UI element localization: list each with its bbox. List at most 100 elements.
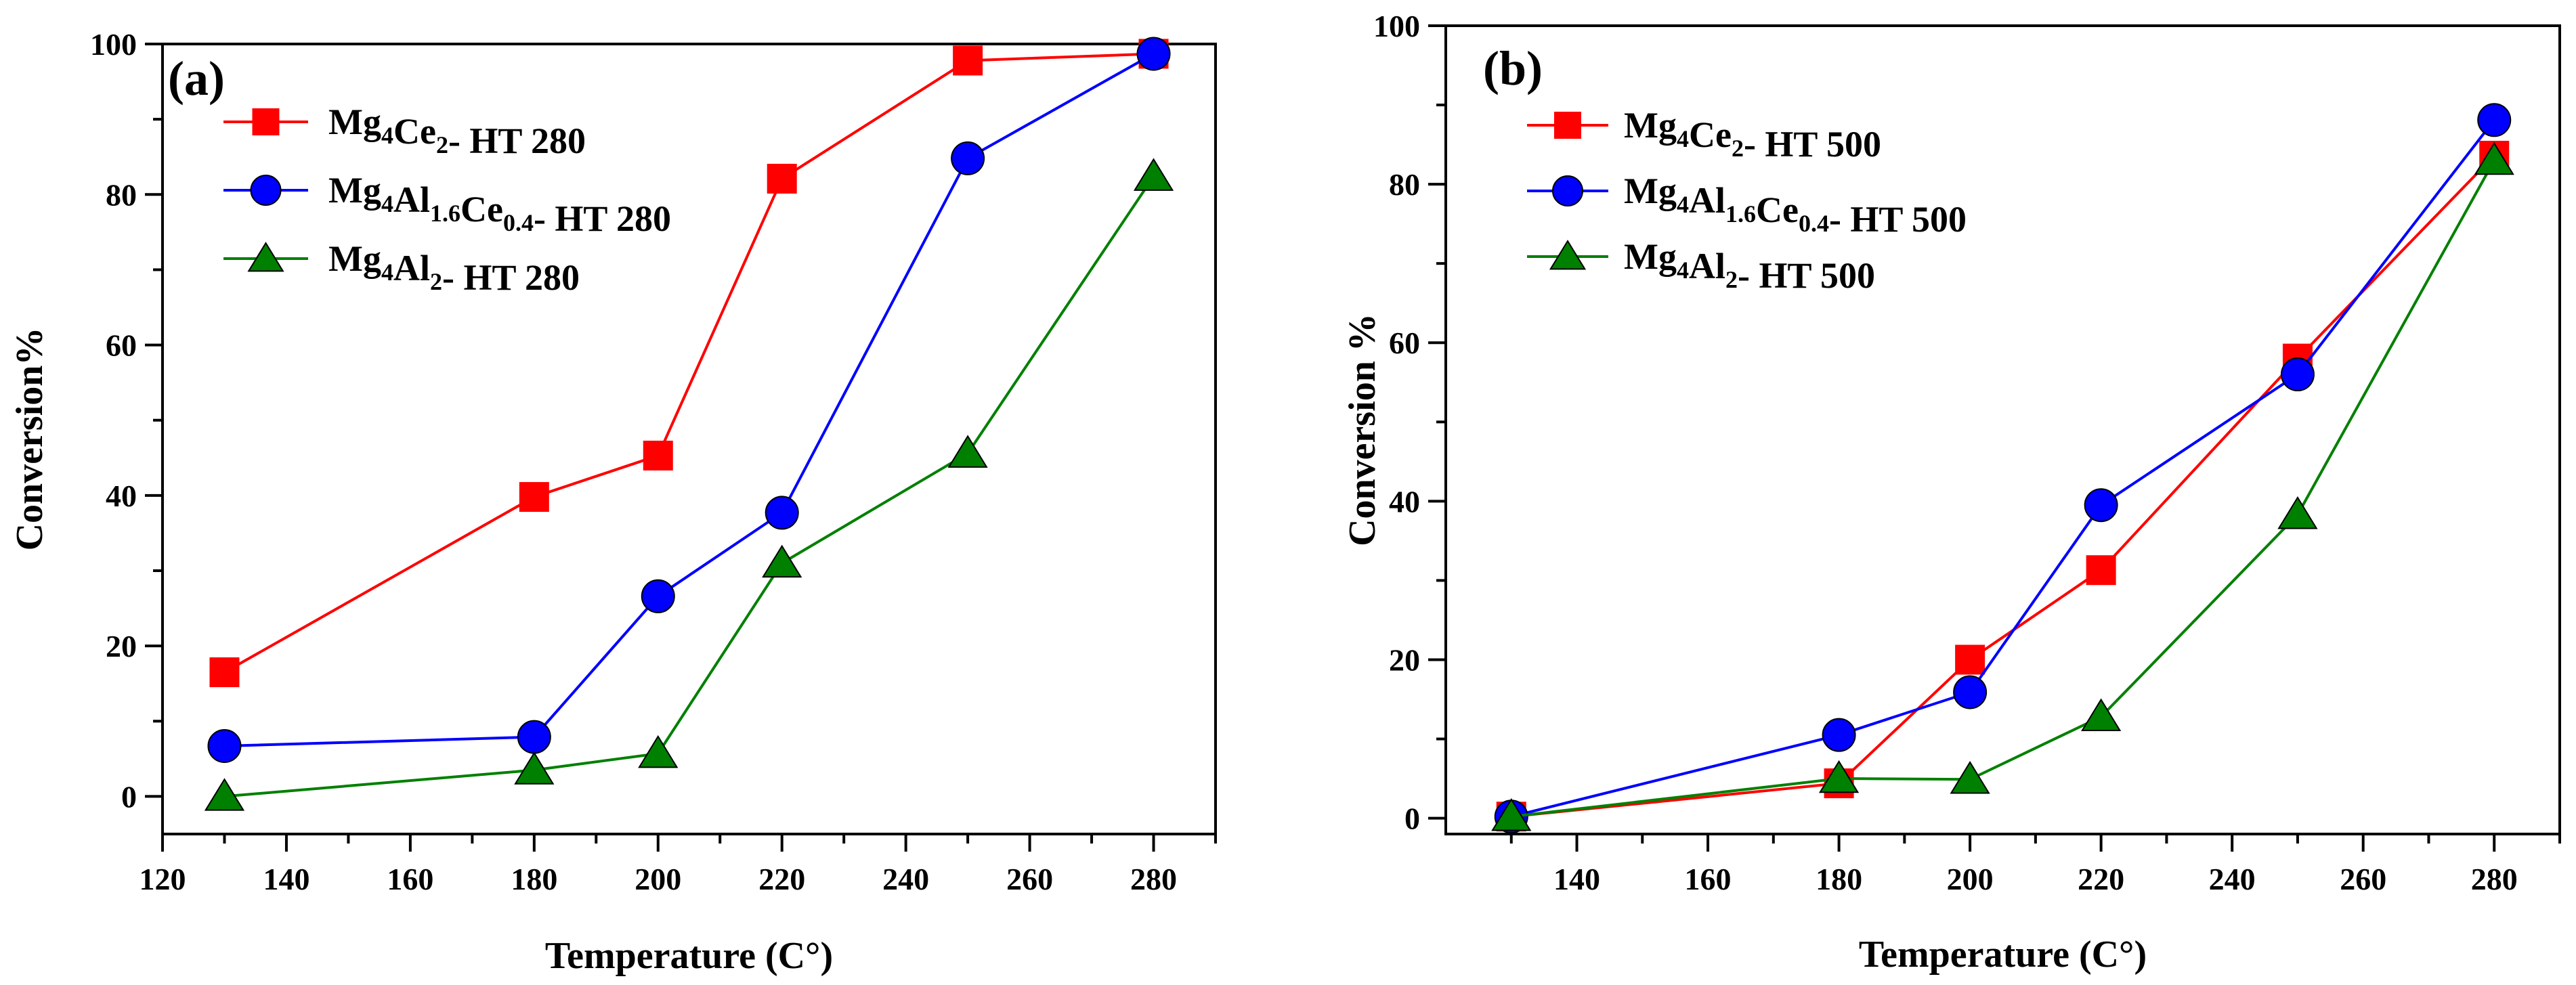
legend-text-part: Mg <box>1624 171 1677 211</box>
data-point-triangle <box>638 735 679 768</box>
series-line <box>224 175 1155 798</box>
x-tick-label: 140 <box>1553 862 1600 896</box>
y-tick-label: 20 <box>106 629 137 663</box>
data-point-square <box>767 163 797 194</box>
y-axis-title: Conversion % <box>1341 313 1383 546</box>
legend-item: Mg4Ce2- HT 280 <box>223 102 586 161</box>
data-point-circle <box>641 579 675 613</box>
data-point-circle <box>2477 103 2512 137</box>
data-point-square <box>1955 644 1985 675</box>
data-point-square <box>953 45 983 76</box>
legend-subscript: 1.6 <box>430 200 460 227</box>
legend-subscript: 0.4 <box>503 209 534 236</box>
plot-frame <box>161 43 1217 835</box>
y-tick-label: 0 <box>1404 802 1420 836</box>
x-axis-title: Temperature (C°) <box>545 935 833 977</box>
legend-label: Mg4Al2- HT 500 <box>1624 236 1875 296</box>
data-point-circle <box>1953 675 1988 709</box>
legend-subscript: 2 <box>1732 135 1744 162</box>
y-tick-label: 100 <box>1373 9 1420 43</box>
data-point-circle <box>517 720 551 754</box>
series-2 <box>1491 141 2514 831</box>
legend-text-part: - HT 500 <box>1829 199 1967 240</box>
y-tick-label: 80 <box>106 177 137 212</box>
plot-frame <box>1444 24 2561 835</box>
x-tick-label: 180 <box>1816 862 1862 896</box>
x-tick-label: 180 <box>511 862 557 896</box>
data-point-triangle <box>247 242 284 272</box>
legend-subscript: 2 <box>430 268 442 295</box>
panel-b: 140 160 180 200 220 240 260 280 0 20 40 60 80 100 Temp… <box>1341 9 2561 976</box>
x-tick-label: 260 <box>1006 862 1053 896</box>
data-point-triangle <box>1549 240 1587 270</box>
data-point-triangle <box>1950 761 1990 794</box>
legend-subscript: 1.6 <box>1725 200 1756 227</box>
data-point-triangle <box>2277 496 2318 529</box>
data-point-triangle <box>514 751 555 785</box>
x-tick-label: 220 <box>2078 862 2124 896</box>
legend-text-part: Mg <box>1624 105 1677 146</box>
data-point-circle <box>765 496 799 530</box>
y-tick-label: 40 <box>1389 484 1420 519</box>
data-point-circle <box>2280 357 2315 392</box>
legend-subscript: 4 <box>381 259 393 286</box>
legend-text-part: Mg <box>328 238 381 279</box>
data-point-circle <box>1136 37 1171 71</box>
y-tick-label: 20 <box>1389 642 1420 677</box>
series-line <box>1511 119 2495 818</box>
x-tick-label: 160 <box>387 862 433 896</box>
legend-subscript: 4 <box>1677 191 1689 218</box>
legend-item: Mg4Ce2- HT 500 <box>1527 105 1881 165</box>
series-line <box>1511 154 2495 818</box>
legend-subscript: 0.4 <box>1799 210 1829 237</box>
legend-subscript: 2 <box>436 131 448 158</box>
x-tick-label: 260 <box>2340 862 2386 896</box>
y-tick-label: 100 <box>90 27 137 62</box>
x-tick-label: 280 <box>1130 862 1177 896</box>
legend-subscript: 2 <box>1725 266 1738 293</box>
series-line <box>223 52 1154 674</box>
legend-label: Mg4Al2- HT 280 <box>328 238 580 298</box>
legend-text-part: - HT 500 <box>1738 255 1875 296</box>
y-tick-label: 60 <box>106 328 137 363</box>
x-tick-label: 240 <box>882 862 929 896</box>
legend-text-part: Mg <box>328 170 381 211</box>
y-tick-label: 80 <box>1389 167 1420 202</box>
legend-text-part: - HT 280 <box>442 257 580 298</box>
series-2 <box>204 158 1174 811</box>
legend-subscript: 4 <box>1677 125 1689 152</box>
data-point-square <box>252 108 280 135</box>
data-point-square <box>643 440 673 470</box>
legend-text-part: Al <box>1689 246 1725 286</box>
series-line <box>224 52 1155 747</box>
series-line <box>1511 160 2495 818</box>
data-point-triangle <box>1133 158 1174 191</box>
data-point-square <box>209 657 240 688</box>
data-point-circle <box>250 175 282 206</box>
series-1 <box>207 37 1171 763</box>
data-point-triangle <box>762 544 802 578</box>
y-axis-title: Conversion% <box>9 328 51 551</box>
x-tick-label: 120 <box>139 862 186 896</box>
data-point-circle <box>2084 488 2118 523</box>
data-point-triangle <box>947 435 988 468</box>
x-axis-title: Temperature (C°) <box>1859 934 2147 976</box>
panel-label: (a) <box>168 51 225 106</box>
data-point-triangle <box>1491 798 1532 831</box>
x-tick-label: 240 <box>2209 862 2256 896</box>
x-tick-label: 280 <box>2471 862 2518 896</box>
legend-text-part: - HT 280 <box>534 198 671 239</box>
x-tick-label: 140 <box>263 862 309 896</box>
legend-text-part: Al <box>393 179 430 220</box>
data-point-square <box>1554 112 1581 139</box>
legend-label: Mg4Al1.6Ce0.4- HT 500 <box>1624 171 1967 240</box>
data-point-square <box>519 482 549 512</box>
legend-label: Mg4Ce2- HT 500 <box>1624 105 1881 165</box>
data-point-circle <box>951 141 985 175</box>
legend-item: Mg4Al2- HT 280 <box>223 238 580 298</box>
y-tick-label: 40 <box>106 479 137 513</box>
legend-item: Mg4Al1.6Ce0.4- HT 500 <box>1527 171 1967 240</box>
data-point-circle <box>207 728 242 763</box>
